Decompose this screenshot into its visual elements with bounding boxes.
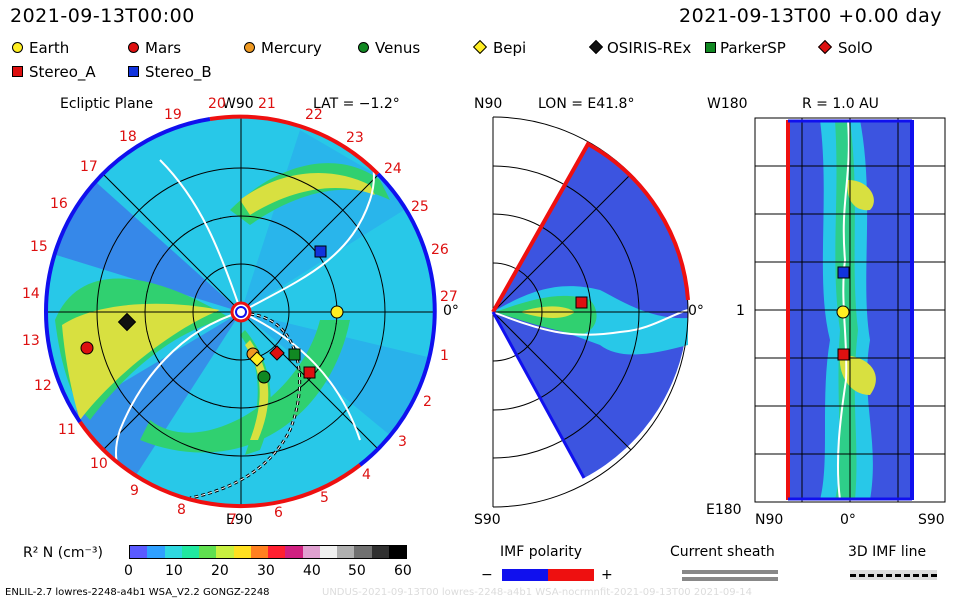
radial-e180-label: E180 — [706, 502, 742, 518]
imf-polarity-plus: + — [601, 567, 613, 583]
colorbar-segment — [337, 546, 355, 558]
imf-polarity-positive-swatch — [548, 569, 594, 581]
colorbar-segment — [302, 546, 320, 558]
timestamp-left: 2021-09-13T00:00 — [10, 5, 195, 27]
colorbar-segment — [319, 546, 337, 558]
radial-earth-marker — [836, 305, 850, 319]
colorbar-segment — [388, 546, 406, 558]
solo-marker — [269, 345, 285, 361]
imf-polarity-minus: − — [481, 567, 493, 583]
colorbar-segment — [250, 546, 268, 558]
legend-item-bepi: Bepi — [472, 39, 526, 57]
colorbar-segment — [216, 546, 234, 558]
ecliptic-object-markers — [80, 245, 344, 384]
radial-s90-label: S90 — [918, 512, 945, 528]
legend-item-mercury: Mercury — [244, 39, 322, 57]
ecliptic-plane-map — [43, 114, 437, 508]
ecliptic-e90-label: E90 — [226, 512, 253, 528]
ecliptic-title: Ecliptic Plane — [60, 96, 154, 112]
earth-marker — [330, 305, 344, 319]
mars-marker — [80, 341, 94, 355]
legend-item-parkersp: ParkerSP — [705, 39, 786, 57]
legend-item-earth: Earth — [12, 39, 69, 57]
ecliptic-imf-lines — [115, 119, 375, 496]
colorbar-segment — [354, 546, 372, 558]
ecliptic-zero-label: 0° — [443, 303, 459, 319]
colorbar-segment — [285, 546, 303, 558]
current-sheath-title: Current sheath — [670, 544, 775, 560]
meridional-zero-label: 0° — [688, 303, 704, 319]
colorbar-segment — [130, 546, 148, 558]
meridional-stereo-a-marker — [575, 296, 588, 309]
colorbar-segment — [199, 546, 217, 558]
radial-w180-label: W180 — [707, 96, 748, 112]
ecliptic-lat-label: LAT = −1.2° — [313, 96, 400, 112]
stereo-b-marker — [314, 245, 327, 258]
radial-stereo-a-marker — [837, 348, 850, 361]
radial-one-label: 1 — [736, 303, 745, 319]
radial-slice-map — [754, 117, 946, 503]
stereo-a-marker — [303, 366, 316, 379]
meridional-polarity-arc-blue — [491, 311, 586, 479]
watermark-footer: UNDUS-2021-09-13T00 lowres-2248-a4b1 WSA… — [322, 587, 752, 598]
meridional-polarity-arc-red — [491, 141, 690, 313]
legend-item-stereo-b: Stereo_B — [128, 63, 212, 81]
venus-marker-icon — [358, 42, 369, 53]
imf-line-title: 3D IMF line — [848, 544, 927, 560]
bepi-marker — [249, 351, 265, 367]
legend-item-mars: Mars — [128, 39, 181, 57]
imf-polarity-negative-swatch — [502, 569, 548, 581]
stereo-a-marker-icon — [12, 66, 23, 77]
colorbar-segment — [268, 546, 286, 558]
meridional-imf-line — [492, 309, 689, 336]
ecliptic-polarity-arc-blue-1 — [43, 117, 211, 313]
colorbar-segment — [147, 546, 165, 558]
colorbar-segment — [181, 546, 199, 558]
mercury-marker-icon — [244, 42, 255, 53]
legend-item-solo: SolO — [817, 39, 873, 57]
venus-marker — [257, 370, 271, 384]
radial-imf-line — [836, 119, 850, 501]
radial-r-label: R = 1.0 AU — [802, 96, 879, 112]
earth-marker-icon — [12, 42, 23, 53]
colorbar-segment — [164, 546, 182, 558]
parkersp-marker — [288, 348, 301, 361]
ecliptic-w90-label: W90 — [222, 96, 254, 112]
parkersp-marker-icon — [705, 42, 716, 53]
legend-item-venus: Venus — [358, 39, 420, 57]
imf-line-sample — [850, 570, 937, 580]
legend-item-osiris-rex: OSIRIS-REx — [588, 39, 691, 57]
radial-n90-label: N90 — [755, 512, 784, 528]
osiris-rex-marker — [117, 312, 137, 332]
meridional-lon-label: LON = E41.8° — [538, 96, 635, 112]
legend-item-stereo-a: Stereo_A — [12, 63, 96, 81]
imf-polarity-title: IMF polarity — [500, 544, 583, 560]
timestamp-right: 2021-09-13T00 +0.00 day — [679, 5, 942, 27]
radial-zero-label: 0° — [840, 512, 856, 528]
meridional-s90-label: S90 — [474, 512, 501, 528]
colorbar-segment — [371, 546, 389, 558]
model-info-footer: ENLIL-2.7 lowres-2248-a4b1 WSA_V2.2 GONG… — [5, 587, 270, 598]
ecliptic-polarity-arc-blue-2 — [358, 172, 437, 467]
mars-marker-icon — [128, 42, 139, 53]
colorbar-segment — [233, 546, 251, 558]
meridional-plane-map — [491, 116, 690, 508]
stereo-b-marker-icon — [128, 66, 139, 77]
ecliptic-polarity-arc-red-2 — [78, 420, 362, 508]
density-colorbar — [129, 545, 407, 559]
current-sheath-line-2 — [682, 577, 778, 581]
colorbar-label: R² N (cm⁻³) — [23, 545, 103, 561]
radial-stereo-b-marker — [837, 266, 850, 279]
meridional-n90-label: N90 — [474, 96, 503, 112]
current-sheath-line-1 — [682, 570, 778, 574]
ecliptic-polarity-arc-red-1 — [209, 114, 380, 176]
